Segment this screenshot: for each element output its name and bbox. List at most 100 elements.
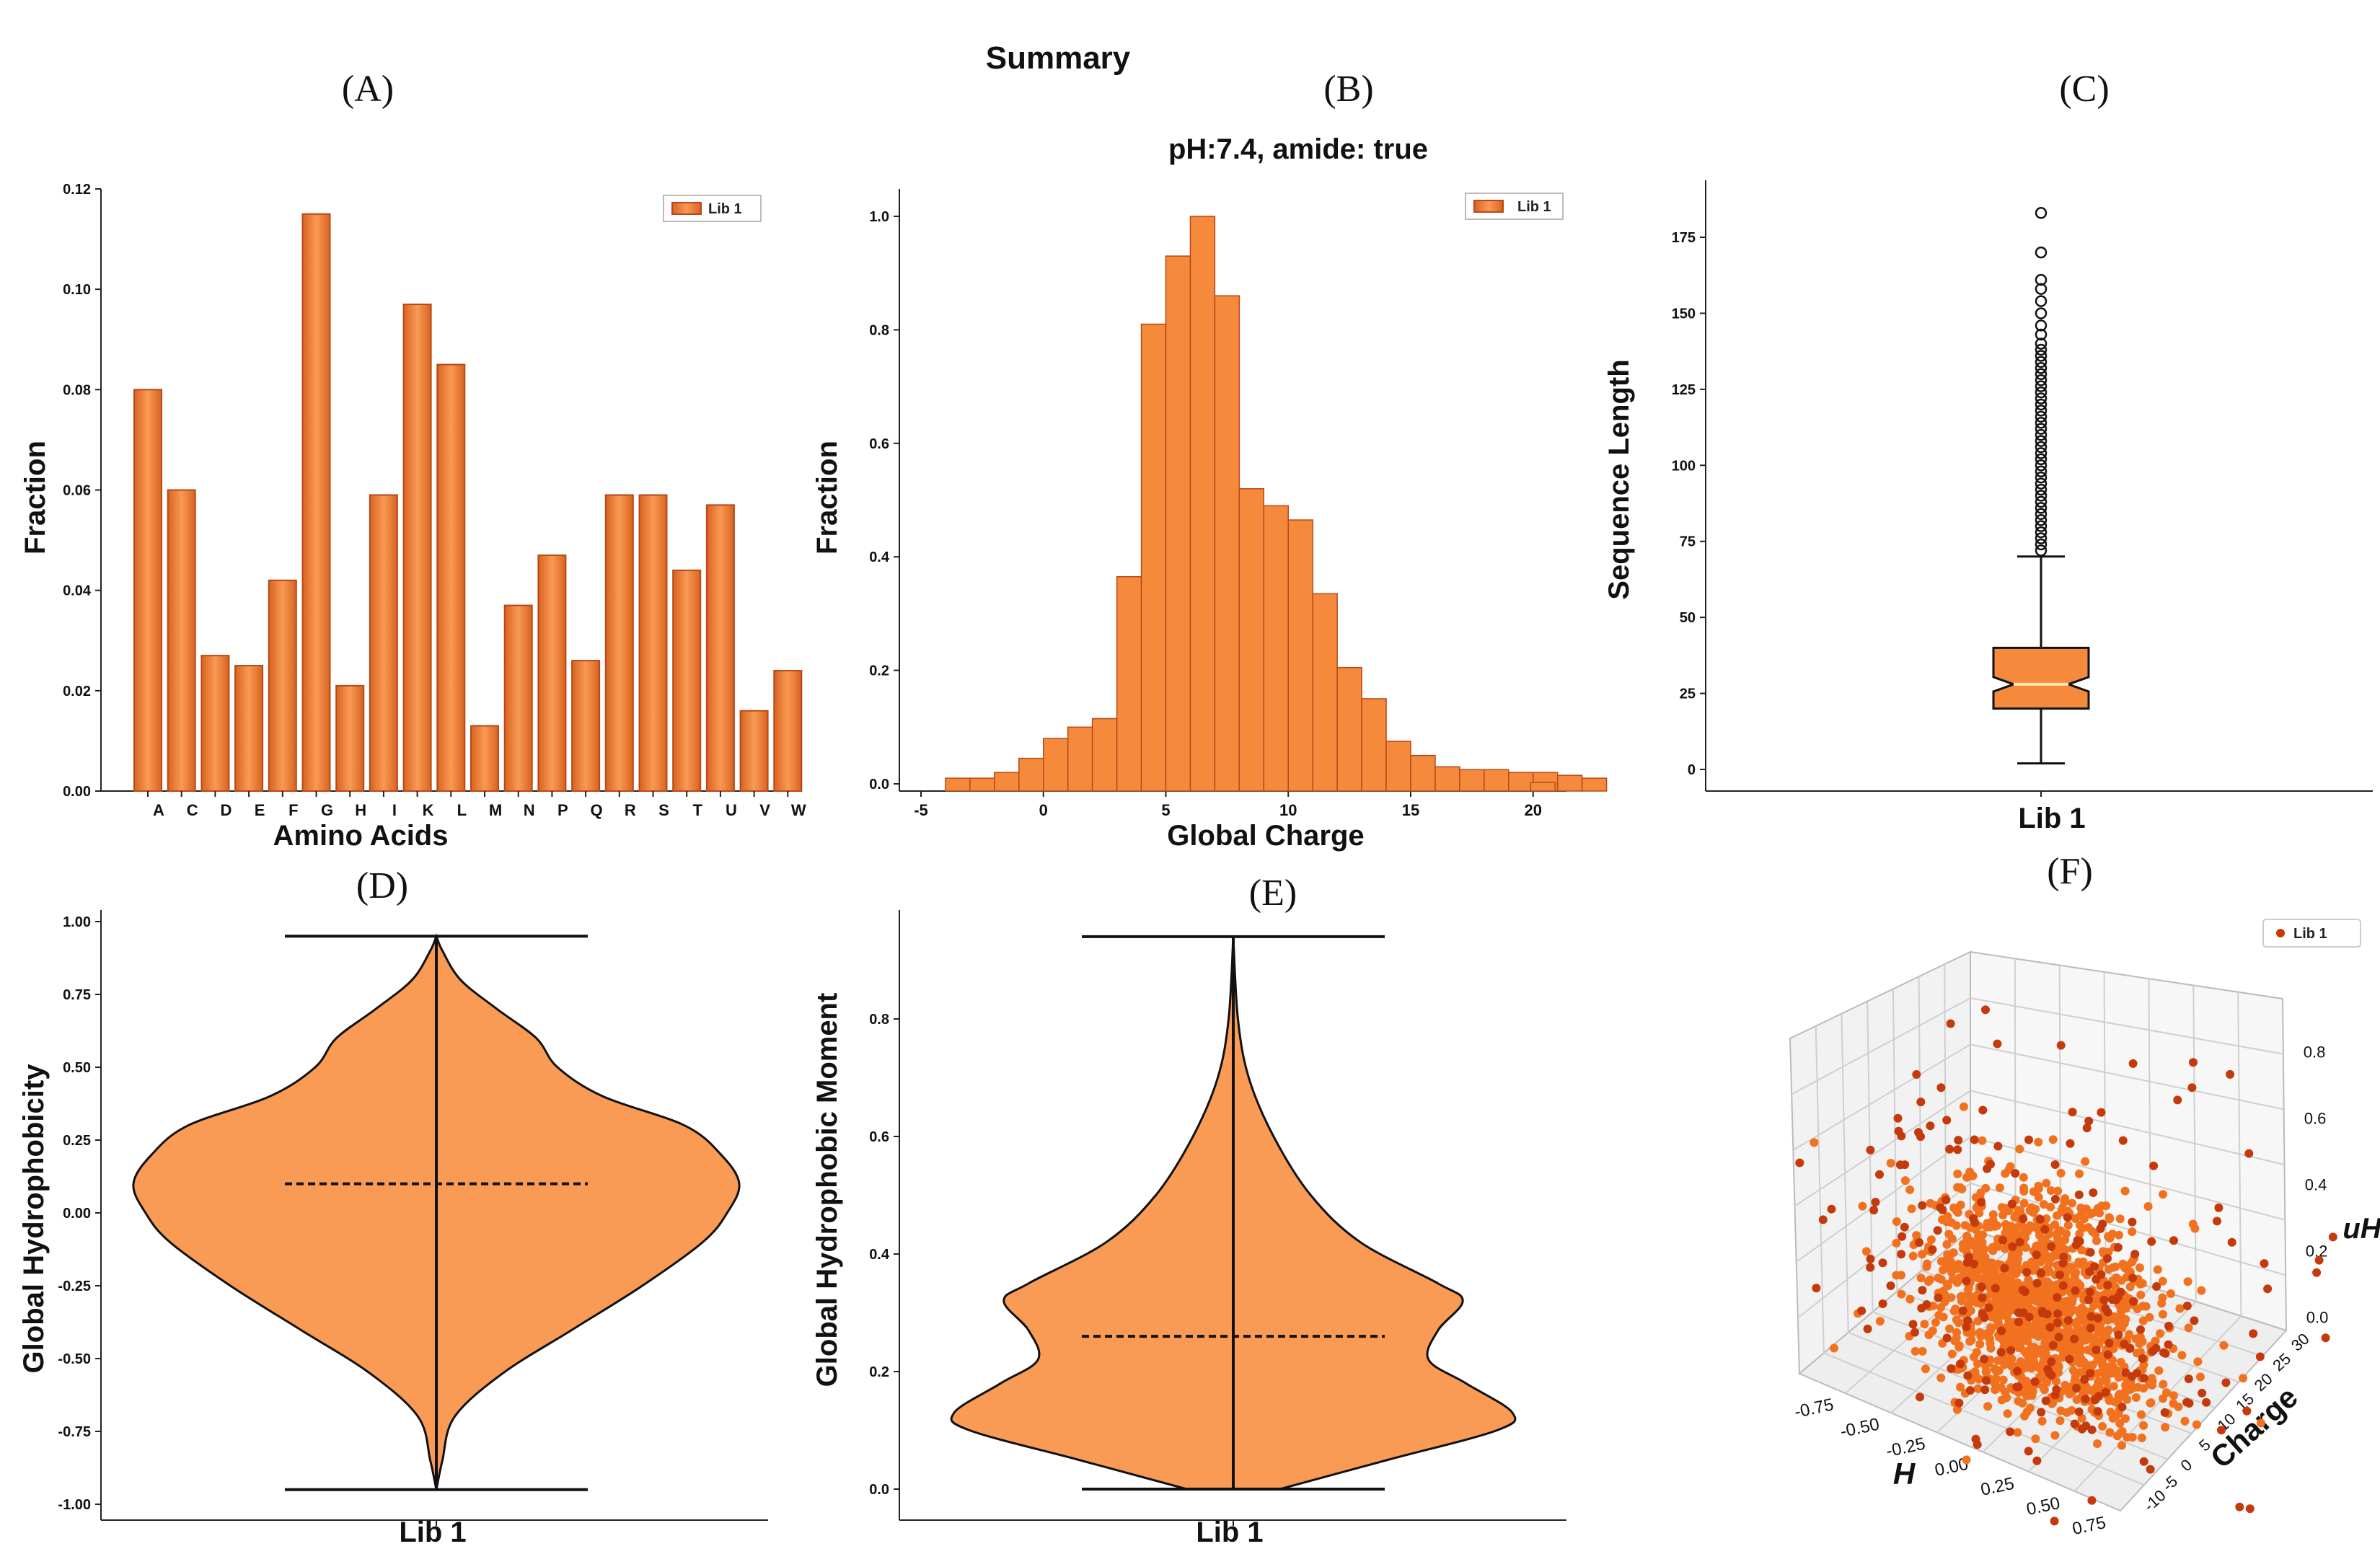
chart-f-point: [2055, 1416, 2065, 1426]
chart-f-point: [2075, 1340, 2084, 1349]
chart-b-ytick-label: 1.0: [869, 209, 889, 225]
chart-f-point: [1947, 1364, 1956, 1373]
chart-f-point: [2079, 1259, 2087, 1268]
chart-f-point: [2081, 1157, 2090, 1166]
chart-b-bar: [1484, 769, 1509, 792]
chart-f-point: [2063, 1221, 2073, 1230]
chart-f-point: [2075, 1359, 2084, 1368]
chart-f-point: [2213, 1217, 2221, 1226]
chart-f-point: [2106, 1408, 2115, 1417]
chart-a-ytick-label: 0.04: [63, 583, 92, 599]
chart-f-point: [1878, 1299, 1887, 1308]
chart-f-point: [1952, 1221, 1961, 1230]
chart-f-point: [2003, 1409, 2012, 1418]
chart-f-point: [2053, 1293, 2062, 1302]
chart-f-point: [1981, 1329, 1990, 1338]
chart-f-point: [1936, 1303, 1946, 1312]
chart-b-bar: [945, 777, 971, 792]
chart-f-point: [2112, 1431, 2122, 1441]
chart-f-point: [2039, 1358, 2048, 1367]
chart-f-point: [2185, 1399, 2194, 1408]
chart-f-point: [2226, 1069, 2235, 1079]
chart-f-xtick-label: -0.75: [1793, 1395, 1835, 1422]
chart-f-point: [1998, 1336, 2008, 1346]
chart-a-legend: Lib 1: [663, 195, 762, 222]
chart-f-point: [2192, 1420, 2201, 1429]
chart-f-point: [1942, 1240, 1952, 1249]
chart-a-xtick-label: T: [692, 801, 702, 819]
chart-f-point: [2014, 1308, 2023, 1317]
chart-f-point: [2026, 1306, 2035, 1315]
chart-f-point: [2070, 1419, 2079, 1429]
chart-f-point: [2184, 1323, 2193, 1333]
chart-b-xtick-label: 5: [1161, 801, 1170, 819]
chart-b-bar: [1361, 698, 1387, 792]
chart-f-point: [1918, 1201, 1927, 1210]
chart-c-flier: [2035, 423, 2048, 435]
chart-f-point: [2214, 1203, 2223, 1212]
chart-f-point: [2245, 1504, 2255, 1514]
chart-a-xtick-label: U: [726, 801, 737, 819]
chart-f-point: [2113, 1242, 2123, 1252]
chart-f-grid: [1970, 1043, 2284, 1111]
chart-f-point: [2070, 1334, 2079, 1343]
chart-f-point: [1959, 1102, 1968, 1111]
chart-a-ytick-label: 0.12: [63, 182, 91, 198]
chart-f-point: [1973, 1317, 1983, 1325]
chart-b-bar: [1287, 519, 1313, 792]
chart-f-point: [2137, 1410, 2146, 1419]
chart-f-point: [1933, 1226, 1942, 1235]
chart-f-point: [2115, 1419, 2125, 1428]
chart-b-ytick-label: 0.8: [869, 322, 889, 338]
chart-a-bar: [470, 725, 499, 793]
chart-b-bar: [1312, 593, 1338, 792]
chart-f-point: [1892, 1238, 1901, 1248]
chart-f-point: [1900, 1160, 1910, 1170]
chart-f-point: [2128, 1372, 2136, 1381]
chart-f-point: [2015, 1336, 2024, 1345]
chart-a-ytick-label: 0.00: [63, 784, 91, 800]
chart-b-bar: [1067, 726, 1093, 792]
chart-f-point: [2139, 1374, 2148, 1383]
chart-f-point: [2019, 1214, 2028, 1224]
chart-f-point: [2093, 1439, 2102, 1448]
chart-f-point: [2244, 1149, 2254, 1158]
chart-f-point: [2050, 1281, 2060, 1291]
chart-a-bar: [604, 494, 634, 792]
chart-b-xlabel: Global Charge: [1167, 820, 1364, 852]
chart-f-point: [2121, 1414, 2130, 1423]
chart-a-xtick-label: M: [489, 801, 502, 819]
chart-f-point: [2099, 1295, 2109, 1304]
chart-f-point: [1958, 1306, 1967, 1315]
chart-d-ytick-label: -0.25: [58, 1279, 91, 1294]
chart-f-point: [1983, 1402, 1993, 1411]
chart-f-point: [1934, 1273, 1943, 1283]
chart-a-bar: [705, 504, 735, 792]
chart-b-xtick-label: 15: [1402, 801, 1419, 819]
chart-b-bar: [1091, 718, 1118, 792]
chart-f-point: [2101, 1387, 2110, 1397]
panel-label-c: (C): [2059, 69, 2109, 110]
chart-f-point: [2050, 1431, 2060, 1440]
chart-f-point: [2221, 1378, 2231, 1387]
chart-f-point: [1918, 1286, 1927, 1295]
chart-f-point: [2037, 1330, 2047, 1340]
chart-b-ylabel: Fraction: [811, 441, 843, 555]
chart-f-point: [2056, 1168, 2066, 1178]
chart-c-flier: [2035, 417, 2048, 429]
chart-f-point: [1936, 1373, 1946, 1382]
chart-f-point: [1866, 1145, 1875, 1155]
chart-f-point: [2117, 1403, 2127, 1412]
chart-f-point: [1953, 1264, 1962, 1273]
chart-f-point: [2188, 1219, 2198, 1229]
chart-f-point: [2135, 1263, 2144, 1272]
chart-f-point: [2312, 1268, 2322, 1277]
chart-c-flier: [2035, 380, 2048, 392]
chart-f-point: [1998, 1310, 2007, 1320]
chart-b-bar: [1385, 741, 1411, 792]
chart-f-point: [2022, 1268, 2032, 1277]
chart-f-point: [1898, 1232, 1907, 1241]
chart-f-point: [2096, 1377, 2105, 1387]
chart-f-point: [2068, 1297, 2077, 1307]
chart-f-point: [1993, 1356, 2003, 1365]
